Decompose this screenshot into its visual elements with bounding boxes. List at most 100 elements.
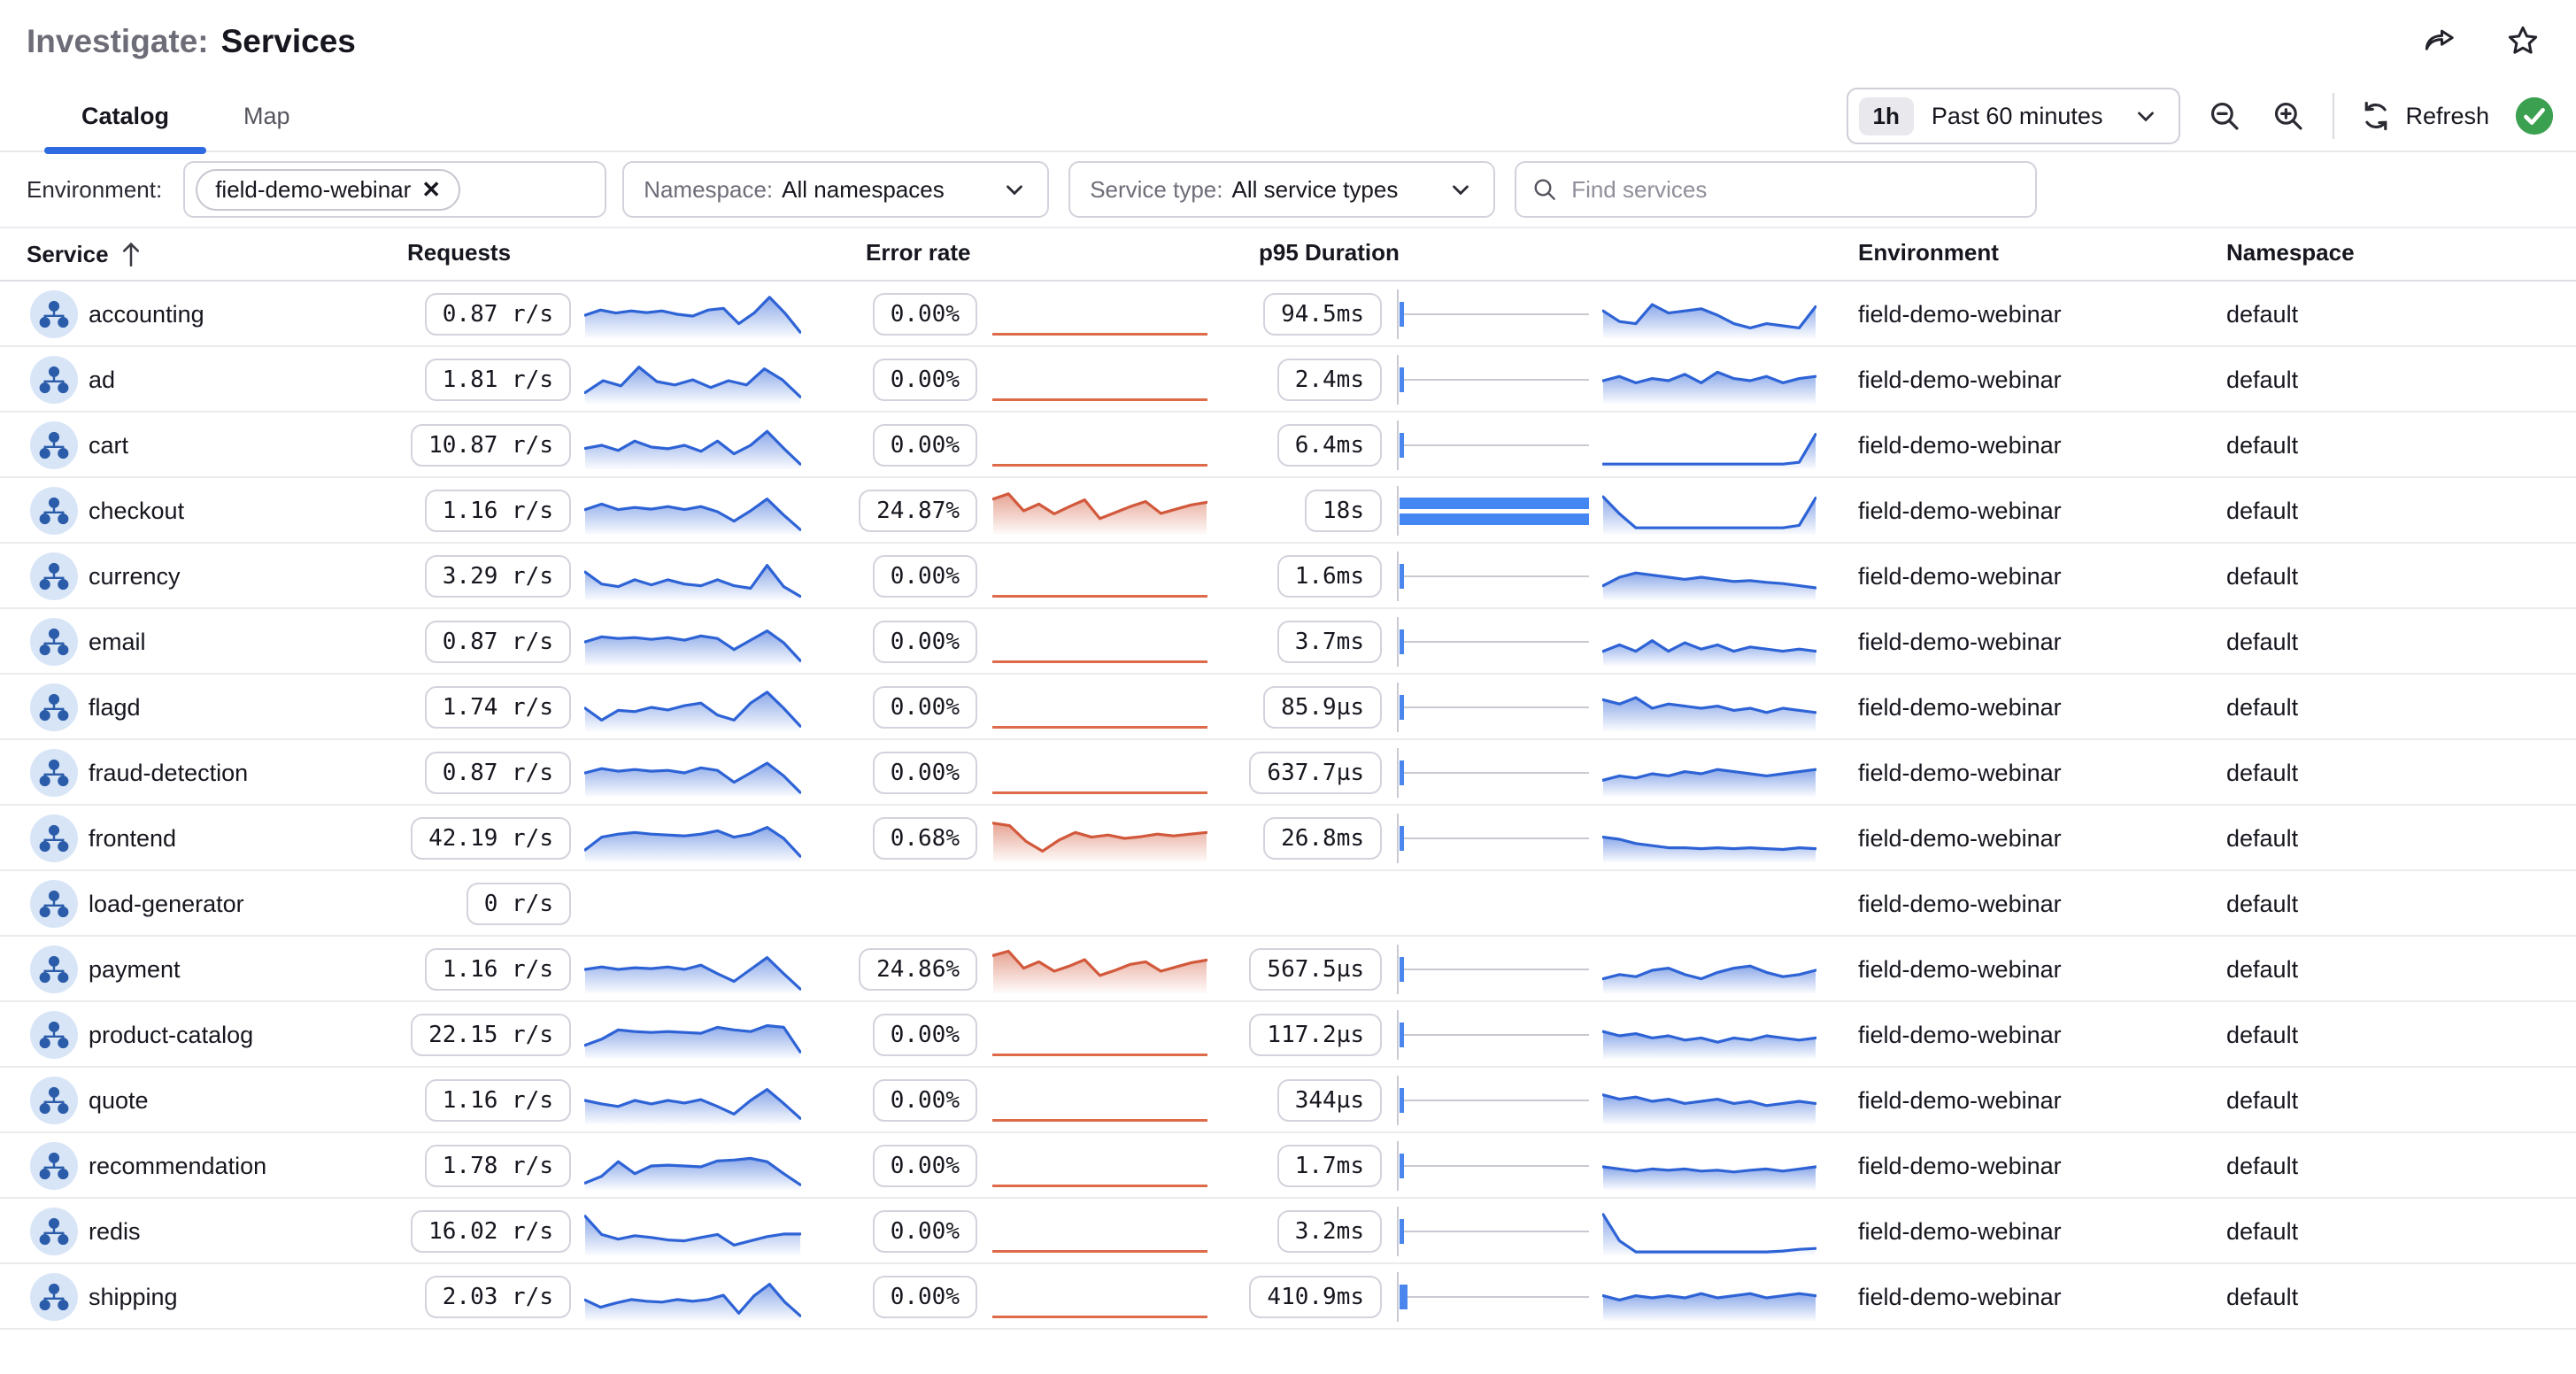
column-header-error-rate[interactable]: Error rate — [866, 239, 971, 266]
table-row[interactable]: quote 1.16 r/s 0.00% 344µs field-demo-we… — [0, 1068, 2576, 1133]
error-rate-flatline — [992, 1119, 1207, 1122]
time-range-badge: 1h — [1858, 96, 1914, 135]
chevron-down-icon — [2133, 103, 2159, 129]
error-rate-value-badge: 0.00% — [872, 1014, 977, 1056]
service-type-select-label: Service type: — [1090, 175, 1223, 203]
error-rate-sparkline — [992, 945, 1207, 994]
table-row[interactable]: recommendation 1.78 r/s 0.00% 1.7ms fiel… — [0, 1133, 2576, 1199]
share-button[interactable] — [2420, 21, 2459, 60]
error-rate-value-badge: 0.00% — [872, 686, 977, 729]
service-name-link[interactable]: ad — [89, 366, 116, 393]
error-rate-value-badge: 24.86% — [859, 948, 977, 991]
chip-remove-icon[interactable]: ✕ — [421, 175, 442, 203]
p95-duration-distribution — [1397, 1141, 1589, 1191]
environment-cell: field-demo-webinar — [1858, 1021, 2062, 1048]
column-header-environment[interactable]: Environment — [1858, 239, 1999, 266]
time-range-picker[interactable]: 1h Past 60 minutes — [1846, 88, 2181, 144]
service-name-link[interactable]: flagd — [89, 693, 141, 721]
p95-duration-distribution — [1397, 1207, 1589, 1256]
requests-value-badge: 3.29 r/s — [424, 555, 571, 598]
zoom-out-button[interactable] — [2205, 96, 2244, 135]
error-rate-value-badge: 0.00% — [872, 424, 977, 467]
page-title: Investigate: Services — [27, 23, 356, 60]
requests-sparkline — [584, 814, 801, 863]
table-row[interactable]: cart 10.87 r/s 0.00% 6.4ms field-demo-we… — [0, 413, 2576, 478]
tab-catalog[interactable]: Catalog — [44, 81, 207, 154]
column-header-requests[interactable]: Requests — [407, 239, 511, 266]
namespace-select[interactable]: Namespace: All namespaces — [622, 161, 1050, 218]
p95-duration-sparkline — [1602, 683, 1816, 732]
search-input[interactable] — [1571, 175, 2022, 204]
service-icon — [30, 356, 78, 404]
error-rate-flatline — [992, 1316, 1207, 1318]
error-rate-value-badge: 0.00% — [872, 1210, 977, 1253]
table-row[interactable]: frontend 42.19 r/s 0.68% 26.8ms field-de… — [0, 806, 2576, 871]
table-row[interactable]: currency 3.29 r/s 0.00% 1.6ms field-demo… — [0, 544, 2576, 609]
service-icon — [30, 1208, 78, 1255]
service-icon — [30, 487, 78, 535]
p95-duration-value-badge: 6.4ms — [1276, 424, 1382, 467]
table-header: Service Requests Error rate p95 Duration… — [0, 228, 2576, 282]
column-header-service-label: Service — [27, 240, 109, 267]
service-name-link[interactable]: frontend — [89, 824, 177, 852]
requests-value-badge: 1.16 r/s — [424, 1079, 571, 1122]
column-header-namespace[interactable]: Namespace — [2226, 239, 2355, 266]
refresh-button[interactable]: Refresh — [2359, 99, 2489, 133]
p95-duration-value-badge: 3.7ms — [1276, 621, 1382, 663]
environment-cell: field-demo-webinar — [1858, 693, 2062, 721]
table-row[interactable]: product-catalog 22.15 r/s 0.00% 117.2µs … — [0, 1002, 2576, 1068]
p95-duration-sparkline — [1602, 421, 1816, 470]
service-icon — [30, 552, 78, 600]
p95-duration-value-badge: 1.7ms — [1276, 1145, 1382, 1187]
service-name-link[interactable]: fraud-detection — [89, 759, 249, 786]
requests-sparkline — [584, 552, 801, 601]
namespace-cell: default — [2226, 300, 2299, 328]
table-row[interactable]: fraud-detection 0.87 r/s 0.00% 637.7µs f… — [0, 740, 2576, 806]
table-row[interactable]: load-generator 0 r/s field-demo-webinar … — [0, 871, 2576, 937]
requests-value-badge: 1.16 r/s — [424, 948, 571, 991]
environment-chip[interactable]: field-demo-webinar ✕ — [196, 168, 461, 211]
sort-ascending-icon — [118, 239, 144, 269]
table-row[interactable]: flagd 1.74 r/s 0.00% 85.9µs field-demo-w… — [0, 675, 2576, 740]
environment-cell: field-demo-webinar — [1858, 890, 2062, 917]
requests-sparkline — [584, 421, 801, 470]
service-name-link[interactable]: product-catalog — [89, 1021, 254, 1048]
service-name-link[interactable]: currency — [89, 562, 181, 590]
table-row[interactable]: checkout 1.16 r/s 24.87% 18s field-demo-… — [0, 478, 2576, 544]
service-name-link[interactable]: accounting — [89, 300, 204, 328]
table-row[interactable]: shipping 2.03 r/s 0.00% 410.9ms field-de… — [0, 1264, 2576, 1330]
p95-duration-distribution — [1397, 552, 1589, 601]
table-row[interactable]: ad 1.81 r/s 0.00% 2.4ms field-demo-webin… — [0, 347, 2576, 413]
p95-duration-distribution — [1397, 486, 1589, 536]
table-row[interactable]: accounting 0.87 r/s 0.00% 94.5ms field-d… — [0, 282, 2576, 347]
p95-duration-distribution — [1397, 683, 1589, 732]
table-row[interactable]: email 0.87 r/s 0.00% 3.7ms field-demo-we… — [0, 609, 2576, 675]
requests-value-badge: 1.81 r/s — [424, 359, 571, 401]
service-icon — [30, 1142, 78, 1190]
p95-duration-value-badge: 567.5µs — [1249, 948, 1382, 991]
environment-filter-input[interactable]: field-demo-webinar ✕ — [183, 161, 607, 218]
service-name-link[interactable]: redis — [89, 1217, 141, 1245]
service-type-select[interactable]: Service type: All service types — [1068, 161, 1496, 218]
service-name-link[interactable]: shipping — [89, 1283, 178, 1310]
requests-value-badge: 16.02 r/s — [411, 1210, 571, 1253]
service-name-link[interactable]: quote — [89, 1086, 149, 1114]
service-name-link[interactable]: payment — [89, 955, 181, 983]
column-header-service[interactable]: Service — [27, 239, 144, 269]
column-header-p95-duration[interactable]: p95 Duration — [1259, 239, 1400, 266]
service-name-link[interactable]: cart — [89, 431, 129, 459]
tab-map[interactable]: Map — [206, 81, 328, 151]
service-name-link[interactable]: email — [89, 628, 146, 655]
zoom-in-button[interactable] — [2269, 96, 2308, 135]
environment-cell: field-demo-webinar — [1858, 431, 2062, 459]
service-name-link[interactable]: load-generator — [89, 890, 244, 917]
service-name-link[interactable]: checkout — [89, 497, 185, 524]
namespace-cell: default — [2226, 1152, 2299, 1179]
column-header-namespace-label: Namespace — [2226, 239, 2355, 266]
table-row[interactable]: redis 16.02 r/s 0.00% 3.2ms field-demo-w… — [0, 1199, 2576, 1264]
error-rate-flatline — [992, 398, 1207, 401]
service-name-link[interactable]: recommendation — [89, 1152, 267, 1179]
table-row[interactable]: payment 1.16 r/s 24.86% 567.5µs field-de… — [0, 937, 2576, 1002]
zoom-in-icon — [2270, 97, 2307, 135]
favorite-button[interactable] — [2503, 21, 2542, 60]
